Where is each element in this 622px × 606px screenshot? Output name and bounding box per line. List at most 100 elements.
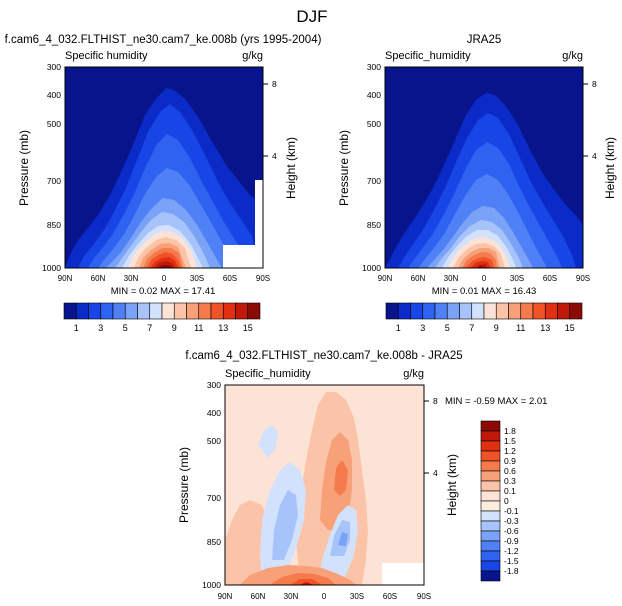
colorbar-label: 1.5 <box>504 436 516 446</box>
colorbar-swatch <box>149 302 163 320</box>
y-right-tick-label: 4 <box>272 151 277 161</box>
y-tick-label: 300 <box>207 380 221 390</box>
colorbar-swatch <box>480 560 501 572</box>
y-tick-label: 850 <box>47 220 61 230</box>
panel-diff-field <box>225 385 424 585</box>
colorbar-label: 5 <box>123 323 128 333</box>
x-tick-label: 60S <box>543 274 557 283</box>
colorbar-label: -0.1 <box>504 506 519 516</box>
colorbar-label: 15 <box>243 323 253 333</box>
colorbar-label: 0.1 <box>504 486 516 496</box>
y-tick-label: 1000 <box>42 263 61 273</box>
colorbar-swatch <box>544 302 558 320</box>
panel-diff-ylabel: Pressure (mb) <box>177 447 191 523</box>
x-tick-label: 30S <box>350 592 364 601</box>
panel-model: f.cam6_4_032.FLTHIST_ne30.cam7_ke.008b (… <box>5 34 322 297</box>
colorbar-swatch <box>124 302 138 320</box>
y-right-tick-label: 4 <box>433 468 438 478</box>
colorbar-swatch <box>137 302 151 320</box>
panel-obs: JRA25 Specific_humidity g/kg 300 400 500 <box>337 34 617 297</box>
colorbar-swatch <box>508 302 522 320</box>
panel-model-x-ticks: 90N 60N 30N 0 30S 60S 90S <box>58 274 270 283</box>
panel-model-stats: MIN = 0.02 MAX = 17.41 <box>111 286 216 297</box>
colorbar-swatch <box>459 302 473 320</box>
panel-diff-ylabel-right: Height (km) <box>445 454 459 516</box>
colorbar-label: 5 <box>445 323 450 333</box>
panel-diff-right-ticks: 8 4 <box>424 396 438 478</box>
colorbar-label: -1.2 <box>504 546 519 556</box>
colorbar-swatch <box>532 302 546 320</box>
colorbar-label: 1.2 <box>504 446 516 456</box>
panel-diff-title: f.cam6_4_032.FLTHIST_ne30.cam7_ke.008b -… <box>185 350 462 362</box>
colorbar-swatch <box>222 302 236 320</box>
y-tick-label: 500 <box>47 119 61 129</box>
colorbar-obs: 1 3 5 7 9 11 13 15 <box>385 302 583 333</box>
colorbar-swatch <box>88 302 102 320</box>
colorbar-label: 7 <box>469 323 474 333</box>
colorbar-swatch <box>480 420 501 432</box>
colorbar-swatch <box>410 302 424 320</box>
panel-diff-y-ticks: 300 400 500 700 850 1000 <box>202 380 221 590</box>
colorbar-label: 13 <box>540 323 550 333</box>
colorbar-swatch <box>198 302 212 320</box>
panel-diff-subtitle: Specific_humidity <box>225 368 311 380</box>
colorbar-swatch <box>569 302 583 320</box>
colorbar-label: 3 <box>98 323 103 333</box>
colorbar-label: -0.9 <box>504 536 519 546</box>
colorbar-swatch <box>480 430 501 442</box>
colorbar-swatch <box>495 302 509 320</box>
y-tick-label: 500 <box>207 436 221 446</box>
y-tick-label: 400 <box>367 90 381 100</box>
colorbar-swatch <box>446 302 460 320</box>
colorbar-swatch <box>520 302 534 320</box>
colorbar-label: -0.3 <box>504 516 519 526</box>
colorbar-swatch <box>480 470 501 482</box>
x-tick-label: 0 <box>482 274 487 283</box>
panel-model-right-ticks: 8 4 <box>263 79 277 161</box>
panel-diff: f.cam6_4_032.FLTHIST_ne30.cam7_ke.008b -… <box>177 350 547 601</box>
y-tick-label: 1000 <box>202 580 221 590</box>
x-tick-label: 30N <box>444 274 459 283</box>
colorbar-swatch <box>480 480 501 492</box>
panel-obs-x-ticks: 90N 60N 30N 0 30S 60S 90S <box>378 274 590 283</box>
colorbar-label: 11 <box>194 323 203 333</box>
y-tick-label: 1000 <box>362 263 381 273</box>
colorbar-label: 0.3 <box>504 476 516 486</box>
x-tick-label: 60N <box>251 592 266 601</box>
x-tick-label: 30S <box>190 274 204 283</box>
panel-model-ylabel: Pressure (mb) <box>17 130 31 206</box>
panel-obs-units: g/kg <box>562 50 583 62</box>
colorbar-swatch <box>173 302 187 320</box>
colorbar-model: 1 3 5 7 9 11 13 15 <box>63 302 261 333</box>
panel-obs-right-ticks: 8 4 <box>583 79 597 161</box>
colorbar-label: 1 <box>396 323 401 333</box>
y-tick-label: 700 <box>367 176 381 186</box>
colorbar-label: 0.9 <box>504 456 516 466</box>
panel-obs-ylabel-right: Height (km) <box>603 137 617 199</box>
panel-diff-x-ticks: 90N 60N 30N 0 30S 60S 90S <box>218 592 431 601</box>
x-tick-label: 30N <box>284 592 299 601</box>
colorbar-swatch <box>112 302 126 320</box>
panel-obs-ylabel: Pressure (mb) <box>337 130 351 206</box>
colorbar-swatch <box>480 570 501 582</box>
colorbar-swatch <box>75 302 89 320</box>
colorbar-swatch <box>480 550 501 562</box>
x-tick-label: 60S <box>223 274 237 283</box>
panel-obs-field <box>385 67 583 268</box>
x-tick-label: 60N <box>91 274 106 283</box>
colorbar-label: 1 <box>74 323 79 333</box>
colorbar-swatch <box>385 302 399 320</box>
colorbar-label: -1.5 <box>504 556 519 566</box>
panel-model-y-ticks: 300 400 500 700 850 1000 <box>42 62 61 273</box>
colorbar-swatch <box>480 490 501 502</box>
colorbar-swatch <box>483 302 497 320</box>
colorbar-label: 9 <box>494 323 499 333</box>
colorbar-swatch <box>480 530 501 542</box>
x-tick-label: 90S <box>576 274 590 283</box>
panel-obs-stats: MIN = 0.01 MAX = 16.43 <box>432 286 537 297</box>
colorbar-label: -1.8 <box>504 566 519 576</box>
main-title: DJF <box>296 7 327 26</box>
colorbar-swatch <box>480 510 501 522</box>
x-tick-label: 90S <box>256 274 270 283</box>
